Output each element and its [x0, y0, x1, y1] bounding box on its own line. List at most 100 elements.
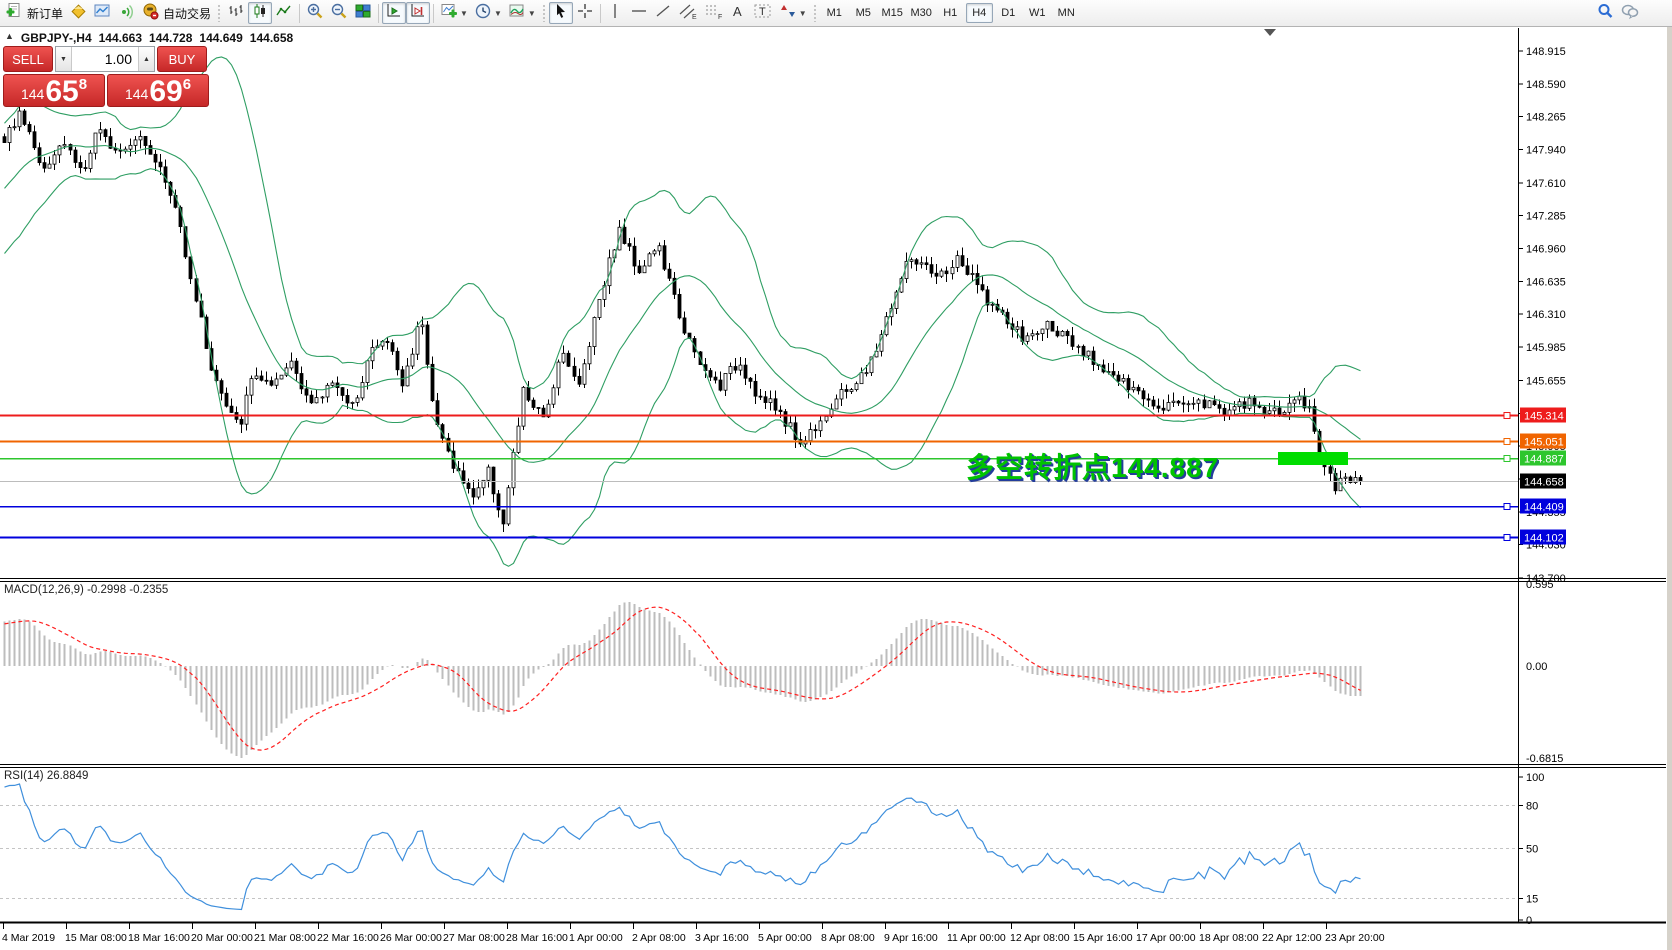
bar-chart-icon [227, 2, 245, 25]
svg-text:22 Mar 16:00: 22 Mar 16:00 [317, 932, 379, 944]
charts-button[interactable] [90, 2, 114, 24]
chart-shift-icon [409, 2, 427, 25]
text-label-button[interactable]: T [750, 2, 776, 24]
svg-text:147.940: 147.940 [1526, 145, 1566, 157]
chevron-down-icon: ▼ [798, 8, 807, 18]
volume-decrease-button[interactable]: ▼ [56, 47, 72, 71]
svg-text:E: E [692, 14, 697, 20]
crosshair-button[interactable] [573, 2, 597, 24]
diamond-button[interactable] [66, 2, 90, 24]
svg-text:145.655: 145.655 [1526, 375, 1566, 387]
trendline-button[interactable] [651, 2, 675, 24]
svg-text:145.314: 145.314 [1524, 411, 1564, 423]
text-label-icon: T [753, 2, 773, 25]
line-chart-button[interactable] [272, 2, 296, 24]
autotrading-label: 自动交易 [163, 6, 212, 21]
search-button[interactable] [1593, 2, 1617, 24]
price-level-label [1520, 407, 1566, 423]
svg-text:2 Apr 08:00: 2 Apr 08:00 [632, 932, 686, 944]
timeframe-mn[interactable]: MN [1057, 7, 1075, 19]
bar-chart-button[interactable] [224, 2, 248, 24]
price-level-label [1520, 529, 1566, 545]
ohlc-close: 144.658 [249, 31, 294, 45]
fibonacci-icon: F [704, 2, 724, 25]
arrows-icon [779, 2, 797, 25]
new-order-icon [6, 2, 23, 24]
time-axis: 4 Mar 2019 15 Mar 08:00 18 Mar 16:00 20 Mar… [2, 923, 1385, 944]
cursor-icon [552, 2, 570, 25]
sell-price[interactable]: 144 65 8 [3, 74, 105, 107]
buy-button[interactable]: BUY [157, 46, 207, 72]
panel-collapse-arrow[interactable]: ▲ [5, 31, 14, 41]
timeframe-m1[interactable]: M1 [826, 7, 842, 19]
templates-button[interactable]: ▼ [505, 2, 539, 24]
crosshair-icon [576, 2, 594, 25]
timeframe-h4[interactable]: H4 [965, 3, 993, 23]
ohlc-low: 144.649 [199, 31, 243, 45]
toolbar-separator [378, 3, 380, 23]
candlestick-button[interactable] [248, 2, 273, 24]
svg-text:17 Apr 00:00: 17 Apr 00:00 [1136, 932, 1196, 944]
tile-windows-button[interactable] [351, 2, 375, 24]
timeframe-m30[interactable]: M30 [910, 7, 932, 19]
price-level-label [1520, 433, 1566, 449]
sell-button[interactable]: SELL [3, 46, 53, 72]
line-chart-icon [275, 2, 293, 25]
new-order-label: 新订单 [27, 6, 64, 21]
svg-text:5 Apr 00:00: 5 Apr 00:00 [758, 932, 812, 944]
svg-text:15 Mar 08:00: 15 Mar 08:00 [65, 932, 127, 944]
timeframe-m15[interactable]: M15 [881, 7, 903, 19]
timeframe-h1[interactable]: H1 [943, 7, 958, 19]
svg-text:100: 100 [1526, 772, 1544, 784]
chat-button[interactable] [1617, 2, 1643, 24]
svg-text:145.051: 145.051 [1524, 437, 1564, 449]
text-button[interactable]: A [727, 2, 750, 24]
svg-text:T: T [759, 6, 766, 18]
timeframe-m5[interactable]: M5 [855, 7, 871, 19]
svg-text:9 Apr 16:00: 9 Apr 16:00 [884, 932, 938, 944]
chart-shift-button[interactable] [406, 2, 431, 25]
svg-text:21 Mar 08:00: 21 Mar 08:00 [254, 932, 316, 944]
svg-text:18 Apr 08:00: 18 Apr 08:00 [1199, 932, 1259, 944]
clock-icon [474, 2, 492, 25]
search-icon [1596, 2, 1614, 25]
horizontal-line-icon [630, 2, 648, 25]
svg-text:A: A [733, 4, 742, 19]
ohlc-open: 144.663 [98, 31, 143, 45]
zoom-out-button[interactable] [327, 2, 351, 24]
periods-button[interactable]: ▼ [471, 2, 505, 24]
level-anchor-marker [1503, 438, 1511, 445]
indicators-button[interactable]: ▼ [437, 2, 471, 24]
auto-scroll-button[interactable] [382, 2, 407, 24]
chat-icon [1620, 2, 1640, 25]
equidistant-channel-button[interactable]: E [675, 2, 701, 24]
buy-price[interactable]: 144 69 6 [107, 74, 209, 107]
level-anchor-marker [1503, 534, 1511, 541]
svg-text:146.960: 146.960 [1526, 244, 1566, 256]
arrows-button[interactable]: ▼ [776, 2, 810, 24]
vertical-line-button[interactable] [604, 2, 627, 24]
volume-input[interactable] [72, 47, 138, 71]
new-order-button[interactable]: 新订单 [3, 2, 66, 24]
horizontal-line-button[interactable] [627, 2, 651, 24]
price-level-label [1520, 473, 1566, 489]
svg-text:15 Apr 16:00: 15 Apr 16:00 [1073, 932, 1133, 944]
indicator-axes: 0.595 0.00 -0.6815 100 80 50 15 0 [0, 579, 1563, 927]
timeframe-d1[interactable]: D1 [1001, 7, 1016, 19]
svg-text:143.700: 143.700 [1526, 573, 1566, 585]
symbol-ohlc-line: ▲ GBPJPY-,H4 144.663 144.728 144.649 144… [5, 31, 293, 45]
level-anchor-marker [1503, 455, 1511, 462]
svg-text:22 Apr 12:00: 22 Apr 12:00 [1262, 932, 1322, 944]
volume-increase-button[interactable]: ▲ [138, 47, 154, 71]
fibonacci-button[interactable]: F [701, 2, 727, 24]
autotrading-button[interactable]: 自动交易 [138, 2, 214, 24]
candles [2, 107, 1363, 533]
cursor-button[interactable] [548, 2, 573, 25]
zoom-in-button[interactable] [303, 2, 327, 24]
signals-button[interactable] [114, 2, 138, 24]
svg-text:0.00: 0.00 [1526, 661, 1547, 673]
timeframe-w1[interactable]: W1 [1028, 7, 1046, 19]
svg-text:147.285: 147.285 [1526, 211, 1566, 223]
svg-text:11 Apr 00:00: 11 Apr 00:00 [947, 932, 1006, 944]
